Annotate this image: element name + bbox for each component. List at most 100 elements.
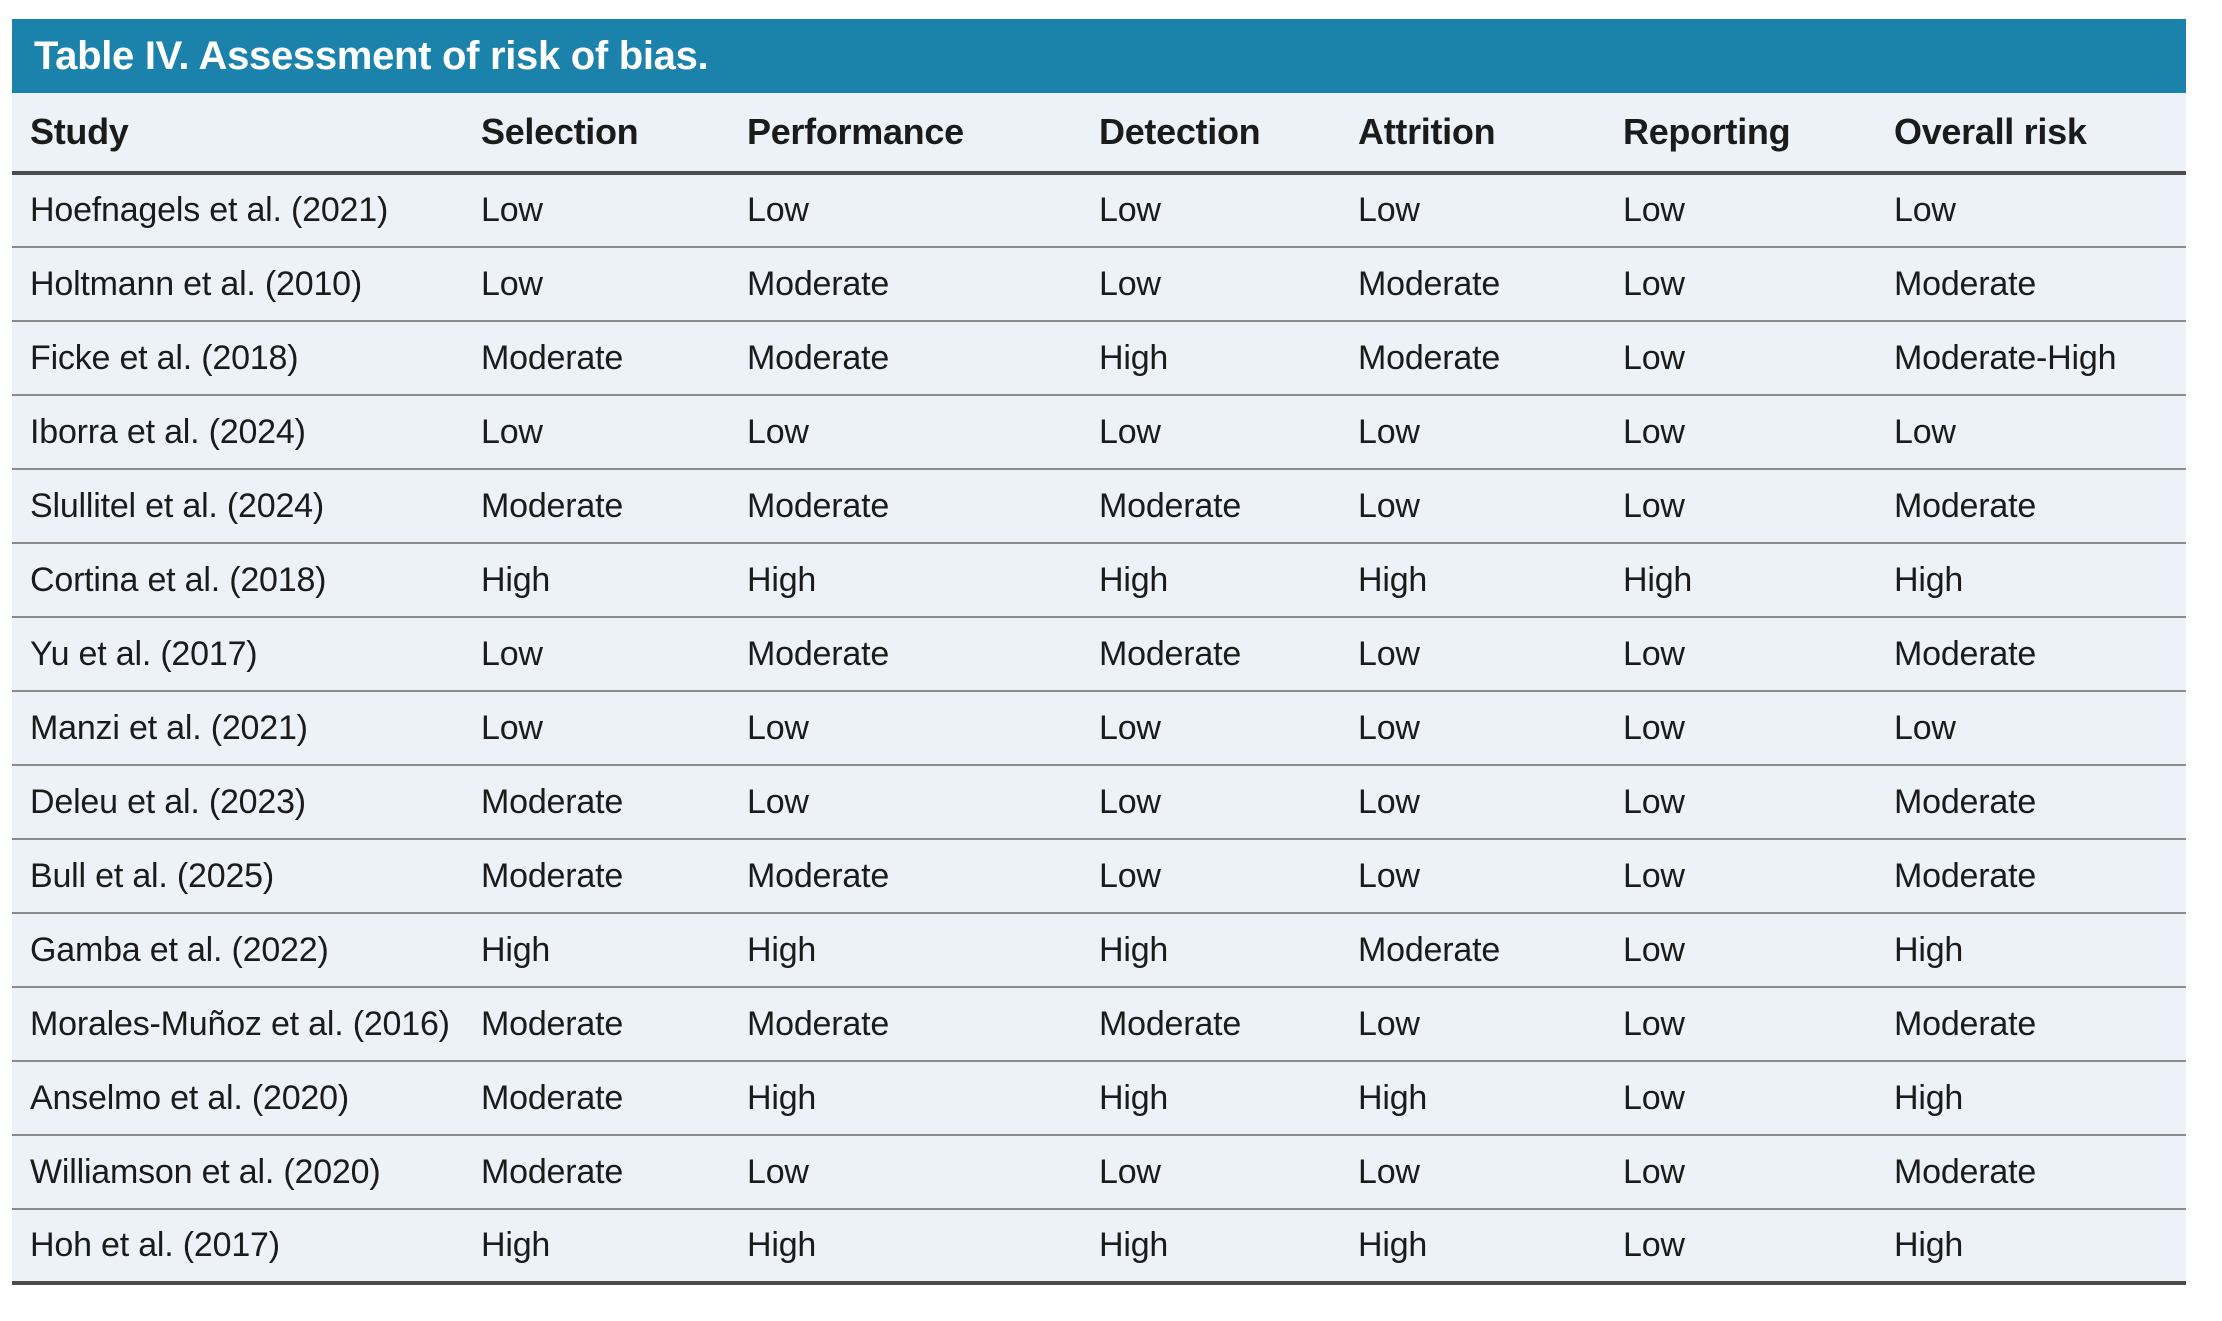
risk-cell: Low: [1623, 691, 1894, 766]
risk-cell: High: [1099, 1209, 1358, 1285]
risk-cell: Low: [747, 395, 1099, 470]
risk-cell: High: [747, 543, 1099, 618]
risk-cell: Moderate: [747, 247, 1099, 322]
risk-cell: Moderate: [1894, 839, 2186, 914]
risk-cell: High: [481, 543, 747, 618]
study-cell: Cortina et al. (2018): [12, 543, 481, 618]
risk-cell: Low: [1099, 765, 1358, 840]
risk-of-bias-table: Study Selection Performance Detection Attrit…: [12, 93, 2186, 1285]
column-header-1: Selection: [481, 93, 747, 175]
risk-cell: High: [1099, 913, 1358, 988]
risk-cell: Low: [747, 765, 1099, 840]
table-row: Hoh et al. (2017) High High High High Low High: [12, 1209, 2186, 1285]
risk-cell: Moderate: [1358, 247, 1623, 322]
table-title-bar: Table IV. Assessment of risk of bias.: [12, 19, 2186, 93]
risk-cell: High: [747, 913, 1099, 988]
risk-cell: Moderate: [481, 1135, 747, 1210]
study-cell: Bull et al. (2025): [12, 839, 481, 914]
risk-cell: Moderate: [481, 321, 747, 396]
risk-cell: Low: [1358, 395, 1623, 470]
table-row: Holtmann et al. (2010) Low Moderate Low Mode…: [12, 247, 2186, 322]
study-cell: Iborra et al. (2024): [12, 395, 481, 470]
risk-cell: Moderate: [1894, 987, 2186, 1062]
table-row: Deleu et al. (2023) Moderate Low Low Low Low M…: [12, 765, 2186, 840]
risk-cell: Moderate: [481, 987, 747, 1062]
risk-cell: Low: [1099, 173, 1358, 248]
risk-cell: Low: [1358, 469, 1623, 544]
table-row: Slullitel et al. (2024) Moderate Moderate M…: [12, 469, 2186, 544]
risk-cell: High: [747, 1209, 1099, 1285]
risk-cell: Low: [1358, 1135, 1623, 1210]
risk-cell: Moderate: [1894, 617, 2186, 692]
risk-cell: Moderate: [1099, 469, 1358, 544]
header-row: Study Selection Performance Detection Attrit…: [12, 93, 2186, 175]
risk-cell: Moderate: [747, 987, 1099, 1062]
table-row: Williamson et al. (2020) Moderate Low Low Lo…: [12, 1135, 2186, 1210]
risk-cell: High: [1894, 1209, 2186, 1285]
risk-cell: Low: [747, 173, 1099, 248]
risk-cell: Moderate: [481, 765, 747, 840]
column-header-0: Study: [12, 93, 481, 175]
table-row: Cortina et al. (2018) High High High High Hig…: [12, 543, 2186, 618]
risk-cell: High: [1358, 1209, 1623, 1285]
risk-cell: Low: [1099, 839, 1358, 914]
risk-cell: High: [481, 913, 747, 988]
study-cell: Hoefnagels et al. (2021): [12, 173, 481, 248]
risk-cell: High: [1099, 1061, 1358, 1136]
risk-cell: Low: [747, 691, 1099, 766]
risk-cell: Low: [1623, 469, 1894, 544]
risk-cell: Low: [1623, 617, 1894, 692]
table-row: Yu et al. (2017) Low Moderate Moderate Low Lo…: [12, 617, 2186, 692]
risk-cell: High: [1099, 321, 1358, 396]
risk-cell: Low: [1623, 1209, 1894, 1285]
risk-cell: Moderate: [747, 839, 1099, 914]
study-cell: Manzi et al. (2021): [12, 691, 481, 766]
risk-cell: Moderate: [747, 321, 1099, 396]
risk-cell: Low: [1894, 173, 2186, 248]
risk-cell: Low: [1099, 1135, 1358, 1210]
risk-cell: Moderate: [747, 617, 1099, 692]
risk-cell: Low: [1358, 765, 1623, 840]
risk-cell: Moderate: [1099, 617, 1358, 692]
risk-cell: Moderate: [481, 839, 747, 914]
table-row: Anselmo et al. (2020) Moderate High High Hig…: [12, 1061, 2186, 1136]
column-header-5: Reporting: [1623, 93, 1894, 175]
risk-cell: Low: [1623, 1061, 1894, 1136]
column-header-2: Performance: [747, 93, 1099, 175]
risk-cell: High: [481, 1209, 747, 1285]
column-header-4: Attrition: [1358, 93, 1623, 175]
risk-cell: Moderate: [1894, 247, 2186, 322]
risk-cell: High: [747, 1061, 1099, 1136]
risk-cell: High: [1894, 913, 2186, 988]
risk-cell: Low: [1623, 765, 1894, 840]
risk-cell: Moderate: [481, 1061, 747, 1136]
table-row: Bull et al. (2025) Moderate Moderate Low Low…: [12, 839, 2186, 914]
risk-cell: Low: [1623, 913, 1894, 988]
risk-cell: Low: [481, 173, 747, 248]
risk-cell: Moderate: [1894, 1135, 2186, 1210]
risk-cell: Low: [1358, 839, 1623, 914]
risk-cell: Low: [481, 247, 747, 322]
table-row: Ficke et al. (2018) Moderate Moderate High M…: [12, 321, 2186, 396]
risk-cell: Low: [1623, 321, 1894, 396]
risk-cell: Moderate: [1099, 987, 1358, 1062]
risk-cell: Low: [1623, 395, 1894, 470]
table-title: Table IV. Assessment of risk of bias.: [34, 33, 709, 78]
risk-cell: High: [1358, 1061, 1623, 1136]
risk-cell: Low: [1623, 839, 1894, 914]
risk-cell: Low: [747, 1135, 1099, 1210]
risk-cell: Low: [1894, 691, 2186, 766]
risk-cell: Low: [1099, 395, 1358, 470]
table-row: Morales-Muñoz et al. (2016) Moderate Moder…: [12, 987, 2186, 1062]
study-cell: Williamson et al. (2020): [12, 1135, 481, 1210]
study-cell: Holtmann et al. (2010): [12, 247, 481, 322]
risk-cell: Low: [481, 691, 747, 766]
study-cell: Deleu et al. (2023): [12, 765, 481, 840]
risk-cell: Moderate: [481, 469, 747, 544]
risk-cell: Low: [1894, 395, 2186, 470]
study-cell: Hoh et al. (2017): [12, 1209, 481, 1285]
risk-cell: Low: [1099, 691, 1358, 766]
risk-cell: Low: [1358, 617, 1623, 692]
study-cell: Gamba et al. (2022): [12, 913, 481, 988]
